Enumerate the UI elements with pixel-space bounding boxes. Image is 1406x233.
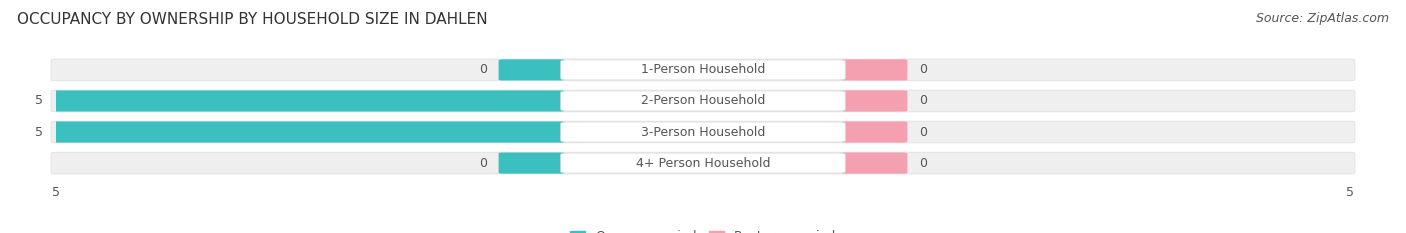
FancyBboxPatch shape <box>561 153 845 173</box>
FancyBboxPatch shape <box>499 153 565 174</box>
Text: 5: 5 <box>35 126 44 139</box>
FancyBboxPatch shape <box>561 91 845 111</box>
FancyBboxPatch shape <box>51 59 1355 81</box>
Text: 1-Person Household: 1-Person Household <box>641 63 765 76</box>
Text: Source: ZipAtlas.com: Source: ZipAtlas.com <box>1256 12 1389 25</box>
FancyBboxPatch shape <box>51 152 1355 174</box>
FancyBboxPatch shape <box>841 121 907 143</box>
Legend: Owner-occupied, Renter-occupied: Owner-occupied, Renter-occupied <box>569 230 837 233</box>
FancyBboxPatch shape <box>841 153 907 174</box>
Text: OCCUPANCY BY OWNERSHIP BY HOUSEHOLD SIZE IN DAHLEN: OCCUPANCY BY OWNERSHIP BY HOUSEHOLD SIZE… <box>17 12 488 27</box>
Text: 4+ Person Household: 4+ Person Household <box>636 157 770 170</box>
FancyBboxPatch shape <box>52 121 565 143</box>
Text: 2-Person Household: 2-Person Household <box>641 94 765 107</box>
Text: 3-Person Household: 3-Person Household <box>641 126 765 139</box>
FancyBboxPatch shape <box>499 59 565 80</box>
Text: 0: 0 <box>479 157 486 170</box>
FancyBboxPatch shape <box>841 59 907 80</box>
Text: 0: 0 <box>920 63 927 76</box>
Text: 0: 0 <box>920 94 927 107</box>
FancyBboxPatch shape <box>51 90 1355 112</box>
FancyBboxPatch shape <box>52 90 565 112</box>
FancyBboxPatch shape <box>841 90 907 112</box>
Text: 0: 0 <box>920 126 927 139</box>
FancyBboxPatch shape <box>51 121 1355 143</box>
Text: 0: 0 <box>920 157 927 170</box>
Text: 5: 5 <box>35 94 44 107</box>
Text: 0: 0 <box>479 63 486 76</box>
FancyBboxPatch shape <box>561 60 845 80</box>
FancyBboxPatch shape <box>561 122 845 142</box>
